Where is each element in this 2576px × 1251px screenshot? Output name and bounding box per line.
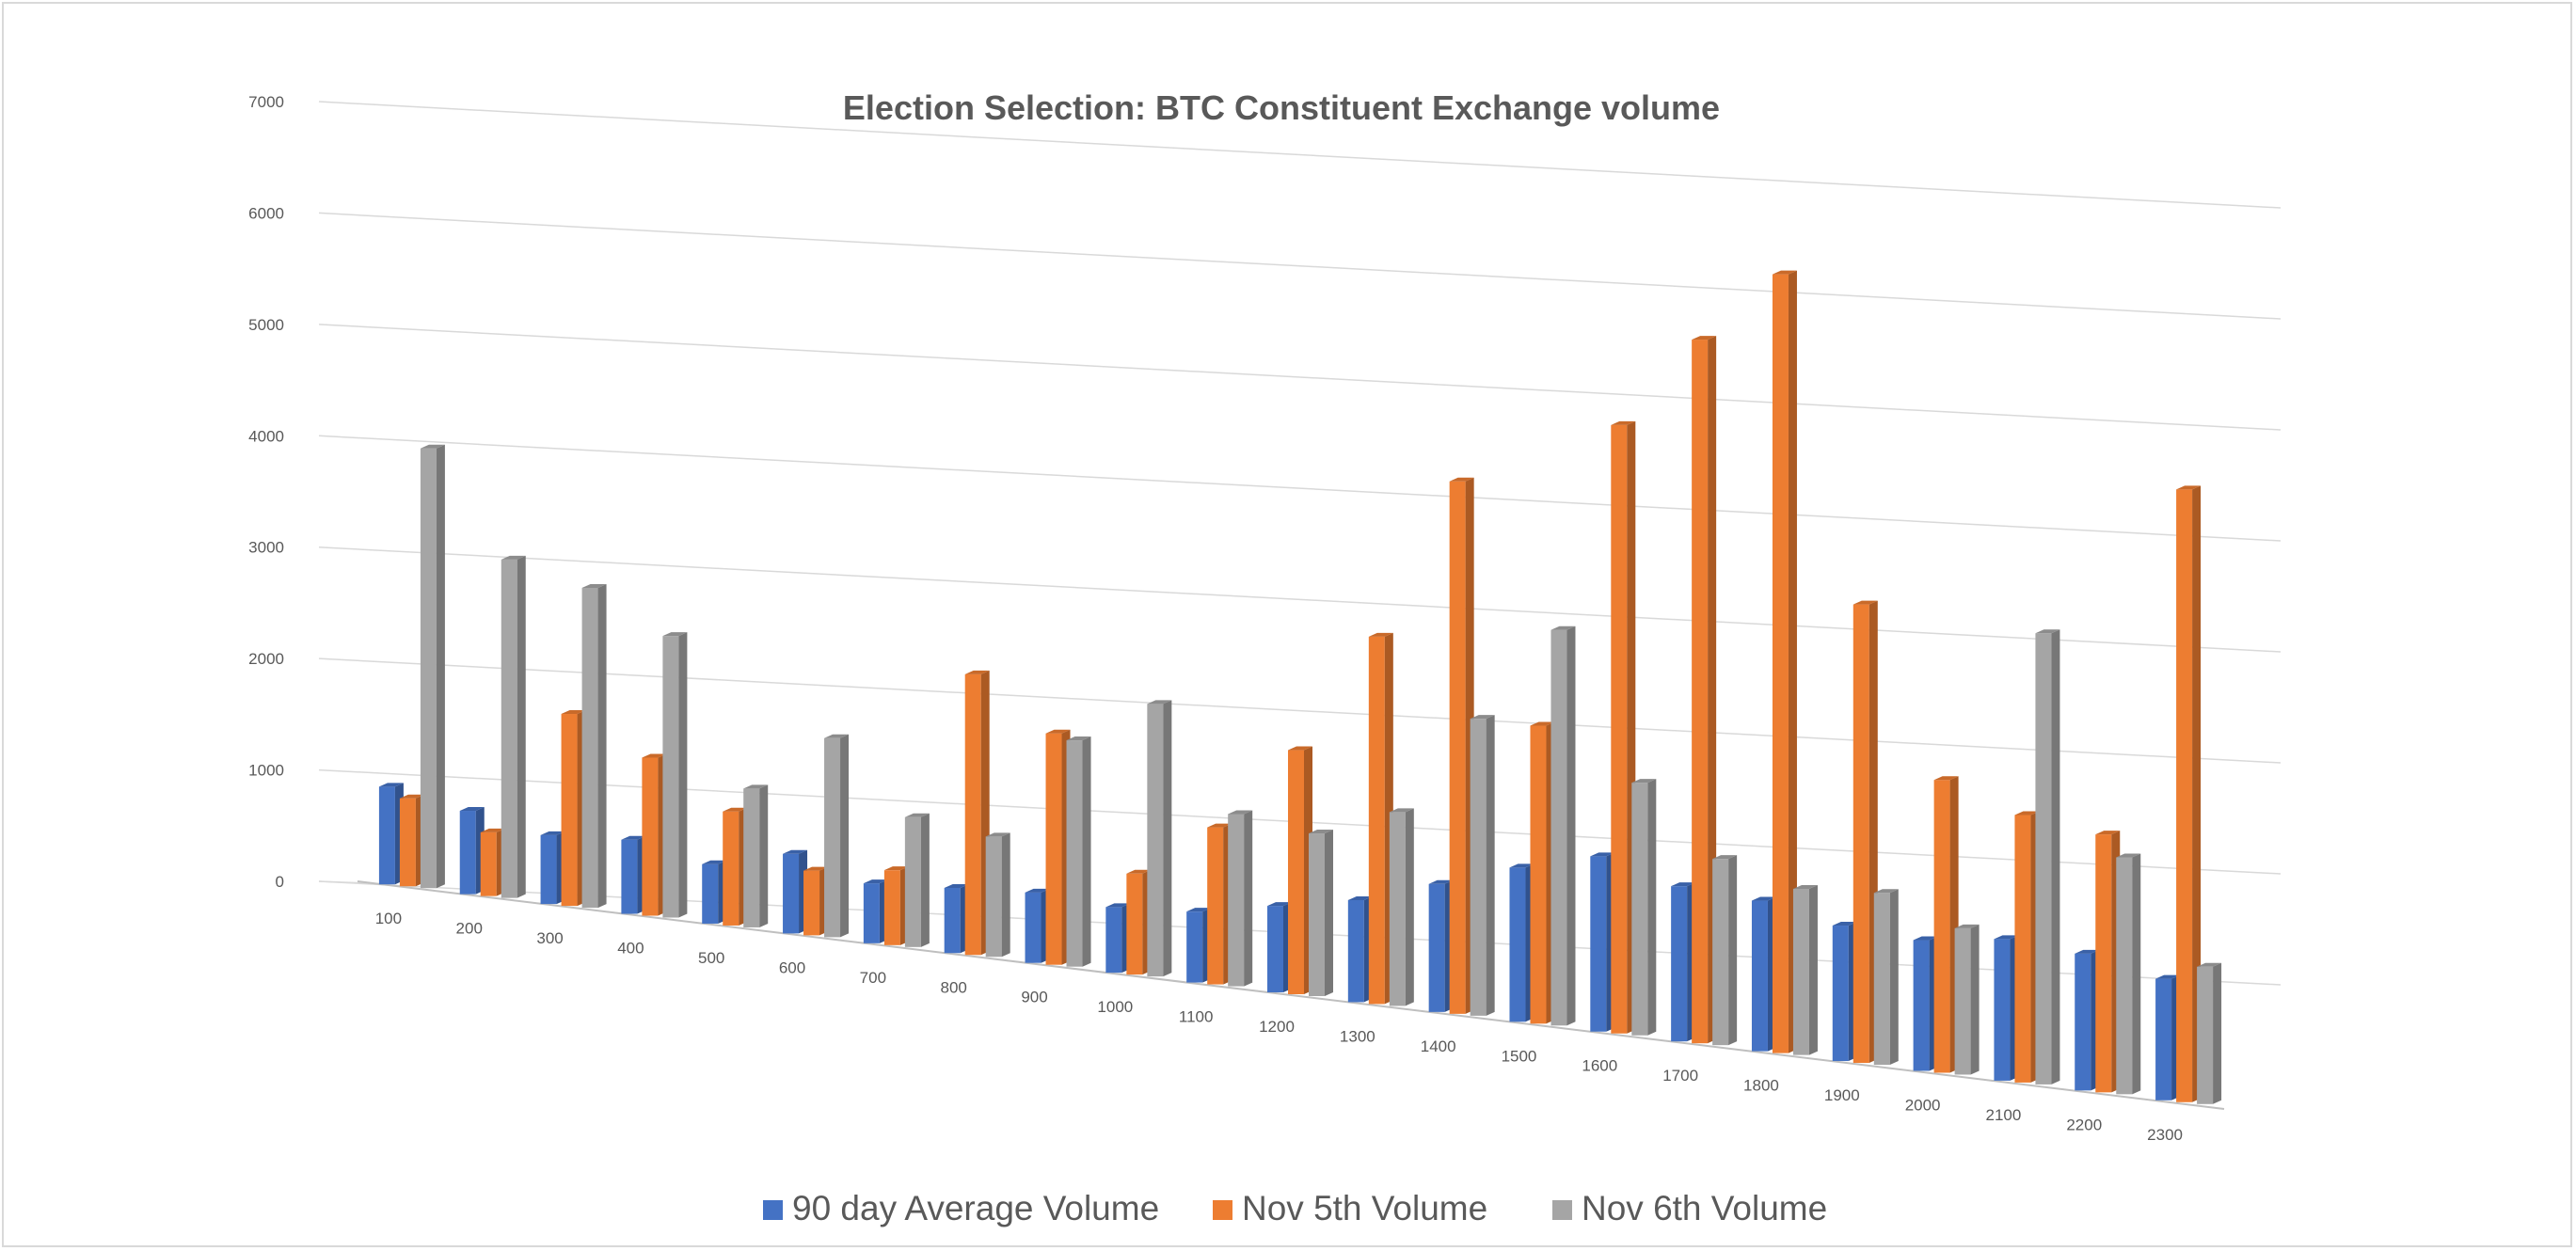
x-tick-label: 800 bbox=[941, 978, 967, 996]
legend-swatch bbox=[1552, 1200, 1572, 1220]
gridline bbox=[318, 324, 2282, 431]
x-tick-label: 1500 bbox=[1502, 1047, 1537, 1065]
bar-nov6 bbox=[1631, 779, 1657, 1036]
bar-nov5 bbox=[1368, 632, 1393, 1005]
bar-nov6 bbox=[2197, 962, 2222, 1104]
bar-nov6 bbox=[662, 632, 688, 918]
gridline bbox=[318, 435, 2282, 542]
y-tick-label: 5000 bbox=[248, 316, 284, 334]
legend-item: Nov 6th Volume bbox=[1552, 1189, 1827, 1227]
bar-nov6 bbox=[904, 813, 930, 947]
chart-canvas: 0 1000 2000 3000 4000 5000 6000 7000 100 200 300 4… bbox=[248, 88, 2282, 1227]
x-axis-line bbox=[357, 880, 2225, 1110]
bar-nov6 bbox=[2116, 853, 2141, 1095]
x-axis bbox=[357, 880, 2225, 1110]
bar-nov5 bbox=[964, 670, 990, 956]
x-tick-label: 300 bbox=[536, 929, 563, 947]
legend: 90 day Average Volume Nov 5th Volume Nov 6… bbox=[763, 1189, 1827, 1227]
legend-swatch bbox=[763, 1200, 783, 1220]
bar-nov6 bbox=[1550, 626, 1576, 1026]
x-tick-label: 1100 bbox=[1179, 1008, 1214, 1026]
legend-swatch bbox=[1213, 1200, 1232, 1220]
x-tick-label: 1000 bbox=[1097, 998, 1133, 1016]
y-tick-label: 0 bbox=[276, 873, 284, 891]
bar-nov6 bbox=[1712, 855, 1738, 1046]
chart-title: Election Selection: BTC Constituent Exch… bbox=[843, 88, 1720, 127]
bar-nov6 bbox=[1147, 700, 1172, 977]
x-tick-label: 900 bbox=[1021, 989, 1047, 1006]
legend-label: Nov 5th Volume bbox=[1242, 1189, 1487, 1227]
x-tick-label: 1900 bbox=[1824, 1086, 1860, 1104]
bar-nov5 bbox=[1772, 270, 1797, 1053]
gridline bbox=[318, 212, 2282, 320]
x-tick-label: 1400 bbox=[1421, 1037, 1456, 1055]
x-axis-tick-labels: 100 200 300 400 500 600 700 800 900 1000 1100 1200 1… bbox=[375, 910, 2183, 1144]
x-tick-label: 1300 bbox=[1340, 1027, 1375, 1045]
x-tick-label: 400 bbox=[617, 940, 644, 958]
bar-nov6 bbox=[420, 444, 445, 889]
x-tick-label: 600 bbox=[779, 958, 805, 976]
gridline bbox=[318, 101, 2282, 209]
x-tick-label: 2100 bbox=[1986, 1106, 2022, 1124]
x-tick-label: 2200 bbox=[2066, 1116, 2102, 1133]
floor-edge bbox=[318, 880, 368, 884]
gridline bbox=[318, 546, 2282, 653]
bar-nov6 bbox=[1228, 810, 1253, 987]
bar-nov6 bbox=[743, 784, 769, 927]
y-tick-label: 7000 bbox=[248, 93, 284, 111]
bar-nov6 bbox=[2035, 629, 2060, 1085]
legend-label: 90 day Average Volume bbox=[792, 1189, 1159, 1227]
y-tick-label: 4000 bbox=[248, 427, 284, 445]
x-tick-label: 2300 bbox=[2147, 1126, 2183, 1144]
bar-nov6 bbox=[1389, 808, 1414, 1006]
y-tick-label: 1000 bbox=[248, 762, 284, 780]
x-tick-label: 100 bbox=[375, 910, 402, 927]
y-axis-tick-labels: 0 1000 2000 3000 4000 5000 6000 7000 bbox=[248, 93, 284, 891]
bars bbox=[378, 270, 2222, 1104]
x-tick-label: 1800 bbox=[1743, 1077, 1779, 1095]
legend-item: 90 day Average Volume bbox=[763, 1189, 1159, 1227]
legend-label: Nov 6th Volume bbox=[1582, 1189, 1827, 1227]
x-tick-label: 200 bbox=[456, 920, 483, 938]
x-tick-label: 1700 bbox=[1662, 1067, 1698, 1085]
bar-nov6 bbox=[1792, 884, 1818, 1055]
bar-nov5 bbox=[2176, 485, 2202, 1102]
bar-nov6 bbox=[581, 583, 607, 909]
bar-nov6 bbox=[1309, 830, 1333, 996]
y-tick-label: 3000 bbox=[248, 539, 284, 557]
bar-nov6 bbox=[1873, 889, 1899, 1066]
y-tick-label: 6000 bbox=[248, 204, 284, 222]
y-tick-label: 2000 bbox=[248, 650, 284, 668]
gridline bbox=[318, 657, 2282, 764]
bar-nov6 bbox=[824, 734, 850, 938]
bar-nov6 bbox=[985, 832, 1010, 958]
legend-item: Nov 5th Volume bbox=[1213, 1189, 1487, 1227]
x-tick-label: 1600 bbox=[1582, 1057, 1617, 1075]
x-tick-label: 700 bbox=[860, 969, 886, 987]
x-tick-label: 1200 bbox=[1259, 1018, 1295, 1036]
x-tick-label: 500 bbox=[698, 949, 724, 967]
bar-nov6 bbox=[1954, 924, 1980, 1075]
bar-nov6 bbox=[1470, 715, 1495, 1016]
bar-nov6 bbox=[501, 555, 526, 898]
x-tick-label: 2000 bbox=[1905, 1096, 1941, 1114]
bar-nov6 bbox=[1066, 736, 1091, 967]
